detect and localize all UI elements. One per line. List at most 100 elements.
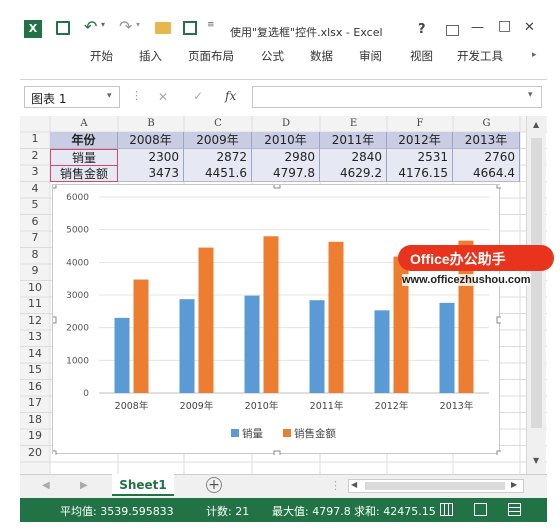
redo-icon[interactable]: ↷	[119, 17, 133, 36]
scroll-left-icon[interactable]: ◀	[351, 480, 358, 489]
row-header-6[interactable]: 6	[31, 214, 39, 228]
resize-handle[interactable]	[496, 450, 501, 455]
scroll-up-icon[interactable]: ▲	[533, 120, 540, 129]
table-cell[interactable]: 2300	[118, 148, 184, 166]
bar-amount[interactable]	[328, 241, 344, 393]
help-button[interactable]: ?	[418, 22, 426, 37]
resize-handle[interactable]	[53, 316, 57, 324]
row-header-1[interactable]: 1	[31, 132, 39, 145]
bar-amount[interactable]	[133, 279, 149, 393]
table-cell[interactable]: 2760	[453, 148, 520, 166]
table-cell[interactable]: 4664.4	[453, 165, 520, 182]
bar-amount[interactable]	[393, 256, 409, 393]
table-cell[interactable]: 4629.2	[320, 165, 387, 182]
close-button[interactable]: ✕	[524, 20, 535, 35]
chart[interactable]: 0 1000 2000 3000 4000 5000 6000 2008年 2009年 2010年…	[52, 184, 501, 455]
column-header-b[interactable]: B	[147, 118, 155, 129]
row-header-17[interactable]: 17	[28, 396, 42, 409]
tab-home[interactable]: 开始	[90, 49, 113, 63]
table-cell[interactable]: 2840	[320, 148, 387, 166]
bar-amount[interactable]	[198, 247, 214, 393]
bar-sales[interactable]	[309, 300, 325, 393]
column-header-f[interactable]: F	[416, 118, 424, 129]
tab-review[interactable]: 审阅	[359, 49, 382, 63]
qat-customize-icon[interactable]: ≡	[207, 20, 215, 30]
bar-sales[interactable]	[114, 317, 130, 393]
page-break-view-icon[interactable]	[508, 503, 521, 516]
undo-dropdown-icon[interactable]: ▾	[101, 20, 106, 29]
insert-function-icon[interactable]: fx	[225, 89, 237, 103]
resize-handle[interactable]	[53, 185, 57, 189]
ribbon-more-icon[interactable]: ▸	[532, 50, 537, 60]
ribbon-display-icon[interactable]	[446, 25, 459, 36]
formula-expand-icon[interactable]: ▾	[528, 90, 533, 100]
formula-input[interactable]	[252, 86, 542, 108]
add-sheet-button[interactable]: +	[206, 477, 222, 493]
row-header-16[interactable]: 16	[28, 379, 42, 393]
table-cell[interactable]: 2531	[387, 148, 453, 166]
table-cell[interactable]: 4797.8	[252, 165, 320, 182]
table-cell[interactable]: 3473	[118, 165, 184, 182]
undo-icon[interactable]: ↶	[84, 17, 98, 36]
table-cell[interactable]: 4451.6	[184, 165, 252, 182]
row-header-8[interactable]: 8	[31, 247, 39, 261]
tab-page-layout[interactable]: 页面布局	[188, 49, 234, 63]
open-icon[interactable]	[155, 22, 171, 34]
column-header-d[interactable]: D	[281, 118, 291, 129]
save-as-icon[interactable]	[183, 21, 197, 35]
row-header-18[interactable]: 18	[28, 412, 42, 426]
column-header-g[interactable]: G	[482, 118, 491, 129]
row-header-13[interactable]: 13	[28, 330, 42, 343]
sheet-prev-icon[interactable]: ◀	[42, 480, 50, 491]
row-header-4[interactable]: 4	[31, 181, 39, 195]
bar-sales[interactable]	[374, 310, 390, 393]
bar-sales[interactable]	[244, 295, 260, 393]
maximize-button[interactable]: □	[498, 18, 512, 34]
resize-handle[interactable]	[53, 450, 57, 455]
minimize-button[interactable]: —	[471, 20, 484, 35]
tab-data[interactable]: 数据	[310, 49, 333, 63]
scroll-thumb[interactable]	[531, 138, 542, 428]
vertical-scrollbar[interactable]: ▲ ▼	[526, 116, 546, 474]
tab-split-icon[interactable]: ⋮	[330, 479, 341, 492]
cancel-icon[interactable]: ✕	[158, 90, 169, 104]
enter-icon[interactable]: ✓	[193, 89, 204, 103]
tab-developer[interactable]: 开发工具	[457, 49, 503, 63]
scroll-right-icon[interactable]: ▶	[511, 480, 518, 489]
row-header-10[interactable]: 10	[28, 280, 42, 294]
page-layout-view-icon[interactable]	[474, 503, 487, 516]
table-cell[interactable]: 4176.15	[387, 165, 453, 182]
table-header-cell[interactable]: 2008年	[118, 132, 184, 149]
table-header-cell[interactable]: 2010年	[252, 132, 320, 149]
resize-handle[interactable]	[273, 450, 281, 455]
row-label-cell[interactable]: 销售金额	[50, 165, 118, 182]
save-icon[interactable]	[56, 21, 70, 35]
row-label-cell[interactable]: 销量	[50, 148, 118, 166]
normal-view-icon[interactable]	[440, 503, 453, 516]
row-header-19[interactable]: 19	[28, 429, 42, 442]
h-scroll-thumb[interactable]	[365, 482, 505, 490]
sheet-tab-sheet1[interactable]: Sheet1	[112, 474, 174, 496]
resize-handle[interactable]	[496, 316, 501, 324]
redo-dropdown-icon[interactable]: ▾	[136, 20, 141, 29]
tab-formulas[interactable]: 公式	[261, 49, 284, 63]
table-header-cell[interactable]: 2009年	[184, 132, 252, 149]
row-header-7[interactable]: 7	[31, 231, 39, 244]
row-header-20[interactable]: 20	[28, 445, 42, 459]
chevron-down-icon[interactable]: ▾	[107, 91, 112, 101]
row-header-3[interactable]: 3	[31, 165, 39, 178]
row-header-2[interactable]: 2	[31, 148, 39, 162]
table-header-cell[interactable]: 年份	[50, 132, 118, 149]
horizontal-scrollbar[interactable]: ◀ ▶	[348, 479, 524, 493]
resize-handle[interactable]	[496, 185, 501, 189]
table-cell[interactable]: 2872	[184, 148, 252, 166]
bar-amount[interactable]	[263, 236, 279, 393]
row-header-9[interactable]: 9	[31, 264, 39, 277]
column-header-a[interactable]: A	[80, 118, 88, 129]
scroll-down-icon[interactable]: ▼	[533, 456, 540, 465]
row-header-11[interactable]: 11	[28, 297, 42, 310]
row-header-12[interactable]: 12	[28, 313, 42, 327]
table-header-cell[interactable]: 2013年	[453, 132, 520, 149]
tab-insert[interactable]: 插入	[139, 49, 162, 63]
name-box[interactable]: 图表 1 ▾	[24, 86, 120, 108]
